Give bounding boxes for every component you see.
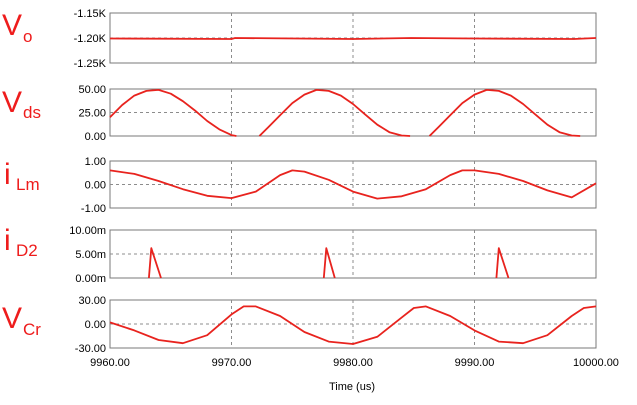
id2-spike-2 xyxy=(495,247,510,279)
vcr-label-main: V xyxy=(2,302,22,335)
panel-vcr: V Cr 30.00 0.00 -30.00 xyxy=(2,295,597,355)
vcr-label-sub: Cr xyxy=(23,320,41,339)
x-tick-label: 10000.00 xyxy=(573,357,619,369)
vo-label-main: V xyxy=(2,9,22,42)
vcr-y-tick-label: 0.00 xyxy=(85,319,106,331)
vo-y-tick-label: -1.25K xyxy=(74,58,107,70)
id2-label: i D2 xyxy=(4,224,38,260)
x-tick-label: 9980.00 xyxy=(333,357,373,369)
id2-y-tick-label: 10.00m xyxy=(69,225,106,237)
id2-y-tick-label: 0.00m xyxy=(75,273,106,285)
vcr-y-tick-label: 30.00 xyxy=(78,295,106,307)
ilm-y-tick-label: 0.00 xyxy=(85,180,106,192)
id2-spike-1 xyxy=(322,247,336,279)
vds-label-sub: ds xyxy=(23,103,41,122)
x-tick-label: 9970.00 xyxy=(212,357,252,369)
vds-y-tick-label: 50.00 xyxy=(78,84,106,96)
panel-vds: V ds 50.00 25.00 0.00 xyxy=(2,84,597,143)
x-axis-title: Time (us) xyxy=(329,381,375,393)
id2-label-main: i xyxy=(4,224,11,257)
ilm-trace xyxy=(109,169,597,200)
vo-trace xyxy=(109,37,597,40)
panel-id2: i D2 10.00m 5.00m 0.00m xyxy=(4,224,597,285)
ilm-y-tick-label: 1.00 xyxy=(85,156,106,168)
vo-y-tick-label: -1.20K xyxy=(74,33,107,45)
vds-label-main: V xyxy=(2,86,22,119)
vds-trace xyxy=(109,89,581,137)
panel-ilm: i Lm 1.00 0.00 -1.00 xyxy=(4,156,597,215)
panel-vo: V o -1.15K -1.20K -1.25K xyxy=(2,8,597,70)
vo-label: V o xyxy=(2,9,32,46)
vds-label: V ds xyxy=(2,86,41,122)
vcr-label: V Cr xyxy=(2,302,41,339)
ilm-label-sub: Lm xyxy=(16,175,40,194)
x-tick-label: 9990.00 xyxy=(455,357,495,369)
x-tick-label: 9960.00 xyxy=(90,357,130,369)
vcr-y-tick-label: -30.00 xyxy=(75,343,106,355)
vds-y-tick-label: 25.00 xyxy=(78,108,106,120)
vcr-trace xyxy=(109,305,597,345)
vo-label-sub: o xyxy=(23,27,32,46)
id2-spike-0 xyxy=(148,247,162,279)
ilm-y-tick-label: -1.00 xyxy=(81,203,106,215)
ilm-label-main: i xyxy=(4,158,11,191)
id2-label-sub: D2 xyxy=(16,241,38,260)
vo-y-tick-label: -1.15K xyxy=(74,8,107,20)
vds-y-tick-label: 0.00 xyxy=(85,131,106,143)
ilm-label: i Lm xyxy=(4,158,40,194)
id2-y-tick-label: 5.00m xyxy=(75,249,106,261)
